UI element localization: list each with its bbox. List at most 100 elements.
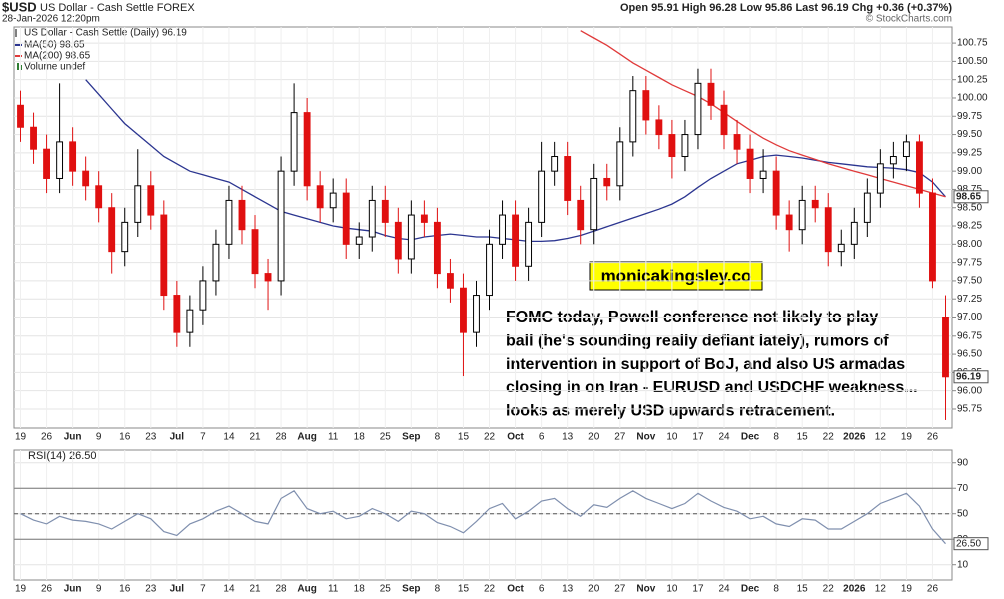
candle-body [772, 170, 780, 216]
legend-volume-icon [17, 63, 19, 70]
y-tick-label: 100.50 [957, 56, 988, 67]
x-tick-label: 27 [614, 432, 626, 443]
candle-body [368, 199, 376, 238]
chart-title: $USD [2, 0, 37, 14]
x-tick-label: 2026 [843, 584, 866, 595]
candle-body [603, 177, 611, 187]
y-tick-label: 100.75 [957, 38, 988, 49]
x-tick-label: 20 [588, 432, 600, 443]
series-line [20, 490, 946, 545]
y-tick-label: 99.50 [957, 129, 982, 140]
candle-body [876, 163, 884, 194]
x-tick-label: Dec [741, 432, 760, 443]
legend-price: US Dollar - Cash Settle (Daily) 96.19 [24, 28, 187, 39]
candle-body [694, 82, 702, 136]
x-tick-label: Nov [636, 432, 655, 443]
candle-body [525, 221, 533, 267]
candle-body [707, 82, 715, 106]
x-tick-label: 17 [692, 432, 704, 443]
y-tick-label: 99.00 [957, 166, 982, 177]
y-tick-label: 50 [957, 508, 969, 519]
candle-body [303, 112, 311, 187]
candle-body [264, 273, 272, 282]
price-tag [953, 370, 989, 384]
x-tick-label: 23 [145, 584, 157, 595]
price-panel [13, 26, 953, 429]
candle-body [316, 185, 324, 209]
candle-body [238, 199, 246, 231]
x-tick-label: Oct [507, 432, 524, 443]
y-tick-label: 96.50 [957, 349, 982, 360]
x-tick-label: 19 [901, 584, 913, 595]
x-tick-label: 26 [41, 432, 53, 443]
candle-body [460, 287, 467, 333]
y-tick-label: 96.00 [957, 385, 982, 396]
x-tick-label: 18 [354, 584, 366, 595]
value-tag-label: 26.50 [956, 538, 981, 549]
x-tick-label: 7 [200, 432, 206, 443]
x-tick-label: 22 [823, 584, 835, 595]
x-tick-label: 28 [276, 432, 288, 443]
y-tick-label: 100.25 [957, 74, 988, 85]
y-tick-label: 97.00 [957, 312, 982, 323]
x-tick-label: Jun [64, 584, 82, 595]
y-tick-label: 100.00 [957, 93, 988, 104]
x-tick-label: 19 [901, 432, 913, 443]
candle-body [134, 185, 142, 223]
x-tick-label: 26 [927, 584, 939, 595]
candle-body [590, 177, 598, 231]
x-tick-label: 19 [15, 432, 27, 443]
x-tick-label: 24 [718, 584, 730, 595]
y-tick-label: 98.25 [957, 221, 982, 232]
x-tick-label: Oct [507, 584, 524, 595]
candle-body [277, 170, 285, 282]
candle-body [655, 119, 663, 136]
x-tick-label: 11 [328, 432, 339, 443]
y-tick-label: 97.25 [957, 294, 982, 305]
candle-body [564, 156, 572, 201]
candle-body [43, 148, 51, 179]
candle-body [863, 192, 871, 223]
x-tick-label: Nov [636, 584, 655, 595]
x-tick-label: 15 [797, 432, 809, 443]
candle-body [929, 192, 936, 282]
x-tick-label: 25 [380, 432, 392, 443]
candle-body [642, 90, 650, 121]
x-tick-label: 14 [223, 584, 235, 595]
candle-body [668, 134, 676, 158]
y-tick-label: 98.75 [957, 184, 982, 195]
candle-body [420, 214, 428, 223]
candle-body [486, 243, 493, 297]
candle-body [355, 236, 363, 245]
legend-ma50: MA(50) 98.65 [24, 40, 85, 51]
x-tick-label: 25 [380, 584, 392, 595]
x-tick-label: 23 [145, 432, 157, 443]
quote: Open 95.91 High 96.28 Low 95.86 Last 96.… [620, 2, 952, 14]
candle-body [186, 309, 194, 333]
x-tick-label: 6 [539, 584, 545, 595]
x-tick-label: 8 [773, 432, 779, 443]
y-tick-label: 10 [957, 559, 969, 570]
candle-body [95, 185, 103, 209]
candle-body [499, 214, 506, 245]
y-tick-label: 98.50 [957, 202, 982, 213]
x-tick-label: 15 [458, 432, 470, 443]
candle-body [121, 221, 129, 253]
annotation-box [589, 261, 763, 291]
x-tick-label: 8 [435, 584, 441, 595]
candle-body [681, 134, 689, 158]
y-tick-label: 96.75 [957, 330, 982, 341]
candle-body [108, 207, 116, 253]
candle-body [942, 317, 949, 378]
x-tick-label: 26 [41, 584, 53, 595]
candle-body [82, 170, 90, 187]
candle-body [407, 214, 415, 260]
candle-body [17, 104, 24, 128]
price-tag-label: 98.65 [956, 191, 981, 202]
x-tick-label: 17 [692, 584, 704, 595]
x-tick-label: 16 [119, 584, 131, 595]
candle-body [538, 170, 546, 223]
chart-subtitle: US Dollar - Cash Settle FOREX [40, 2, 195, 14]
candle-body [173, 295, 181, 333]
candle-body [290, 112, 298, 172]
